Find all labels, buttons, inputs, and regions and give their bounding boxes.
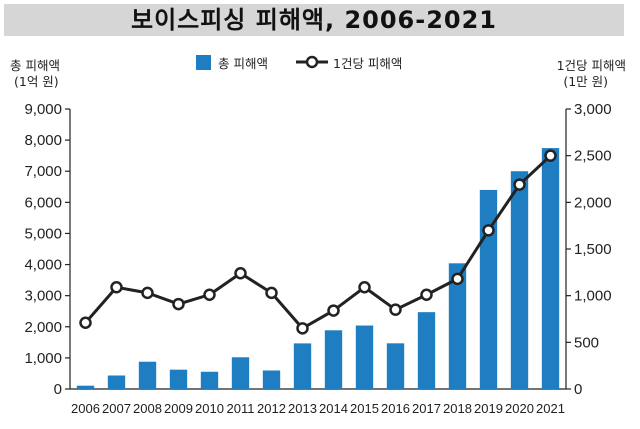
legend-line-label: 1건당 피해액 (333, 56, 402, 71)
left-tick-label: 8,000 (24, 132, 62, 149)
line-point (203, 288, 216, 301)
bar (262, 370, 281, 389)
line-point (513, 178, 526, 191)
x-tick-label: 2019 (474, 401, 503, 416)
x-tick-label: 2021 (536, 401, 565, 416)
x-tick-label: 2016 (381, 401, 410, 416)
right-tick-label: 2,000 (574, 194, 612, 211)
bar (417, 312, 436, 389)
line-point (482, 224, 495, 237)
bar (541, 148, 560, 389)
x-tick-label: 2014 (319, 401, 348, 416)
bar (510, 171, 529, 389)
left-tick-label: 7,000 (24, 163, 62, 180)
x-tick-label: 2006 (71, 401, 100, 416)
left-tick-label: 3,000 (24, 288, 62, 305)
x-tick-label: 2007 (102, 401, 131, 416)
left-tick-label: 1,000 (24, 350, 62, 367)
x-tick-label: 2008 (133, 401, 162, 416)
line-point (141, 286, 154, 300)
left-axis-label-line2: (1억 원) (14, 74, 59, 89)
bar (169, 369, 188, 389)
x-tick-label: 2020 (505, 401, 534, 416)
x-tick-label: 2017 (412, 401, 441, 416)
bar (231, 357, 250, 389)
bar (138, 361, 157, 389)
bar (324, 330, 343, 389)
line-point (420, 288, 433, 301)
left-tick-label: 6,000 (24, 194, 62, 211)
bar (355, 325, 374, 389)
left-axis-label-line1: 총 피해액 (10, 58, 60, 73)
bar (448, 263, 467, 389)
x-tick-label: 2012 (257, 401, 286, 416)
x-tick-label: 2018 (443, 401, 472, 416)
line-point (327, 304, 340, 317)
right-axis-label-line1: 1건당 피해액 (557, 58, 626, 73)
right-tick-label: 2,500 (574, 148, 612, 165)
title-band (4, 4, 624, 36)
x-tick-label: 2011 (227, 401, 255, 416)
right-tick-label: 1,000 (574, 288, 612, 305)
series-line (84, 154, 552, 330)
ticks: 0 1,000 2,000 3,000 4,000 5,000 6,000 7,000 8,00… (24, 101, 611, 416)
right-tick-label: 1,500 (574, 241, 612, 258)
left-tick-label: 9,000 (24, 101, 62, 118)
left-tick-label: 4,000 (24, 257, 62, 274)
line-point (79, 316, 92, 329)
line-point (234, 267, 247, 280)
legend-bar-swatch (196, 55, 211, 70)
legend-bar-label: 총 피해액 (218, 56, 268, 71)
x-tick-label: 2009 (164, 401, 193, 416)
legend-line-marker (305, 55, 319, 69)
line-point (296, 322, 309, 335)
line-point (172, 297, 185, 311)
right-tick-label: 3,000 (574, 101, 612, 118)
left-tick-label: 2,000 (24, 319, 62, 336)
line-point (544, 149, 557, 162)
x-tick-label: 2010 (195, 401, 224, 416)
bar (200, 371, 219, 389)
bar (76, 385, 95, 389)
line-point (358, 281, 371, 294)
x-tick-label: 2015 (350, 401, 379, 416)
right-tick-label: 0 (574, 381, 582, 398)
bar (293, 343, 312, 389)
line-series (79, 149, 557, 335)
left-tick-label: 0 (54, 381, 62, 398)
x-tick-label: 2013 (288, 401, 317, 416)
legend: 총 피해액 1건당 피해액 (196, 55, 402, 71)
bar (107, 375, 126, 389)
chart-title: 보이스피싱 피해액, 2006-2021 (130, 6, 498, 34)
line-point (265, 286, 278, 300)
bars (76, 148, 560, 389)
line-point (451, 272, 464, 286)
bar (386, 343, 405, 389)
line-point (389, 303, 402, 316)
right-tick-label: 500 (574, 334, 599, 351)
left-tick-label: 5,000 (24, 225, 62, 242)
right-axis-label-line2: (1만 원) (563, 74, 608, 89)
line-point (110, 281, 123, 294)
